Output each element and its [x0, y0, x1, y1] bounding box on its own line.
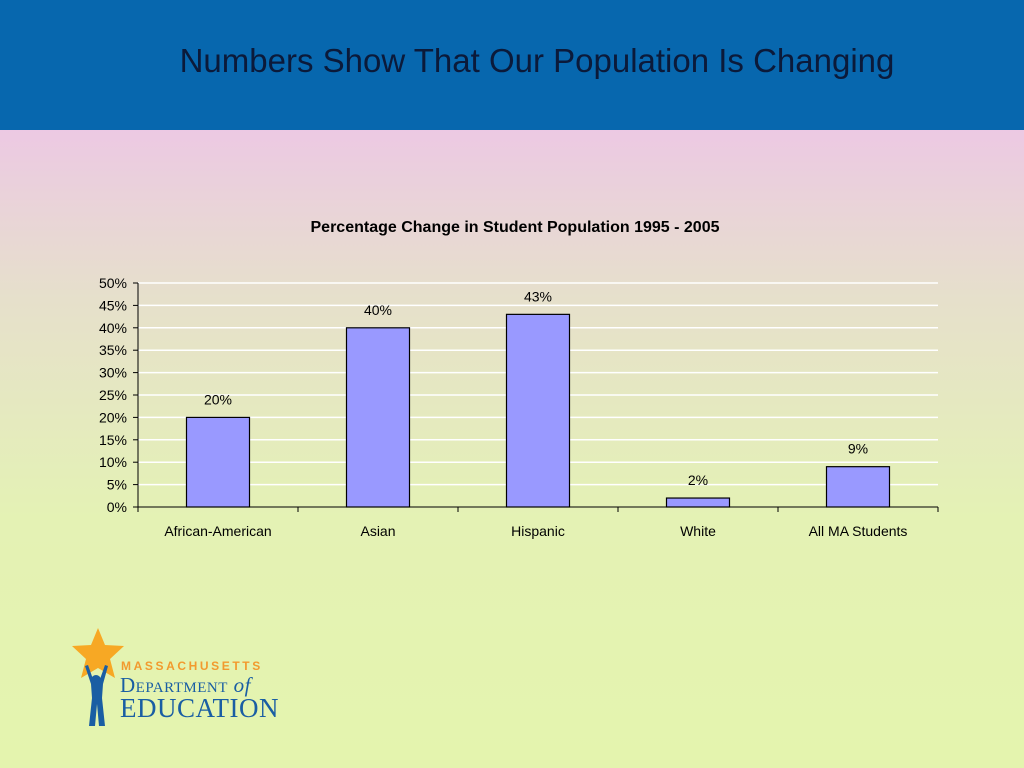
y-tick-label: 25% — [99, 387, 127, 403]
bar — [185, 416, 251, 508]
chart-title: Percentage Change in Student Population … — [310, 219, 720, 236]
x-tick-label: White — [680, 523, 716, 539]
logo-line1: MASSACHUSETTS — [121, 659, 263, 673]
data-label: 20% — [204, 391, 232, 407]
data-label: 40% — [364, 302, 392, 318]
x-tick-label: African-American — [164, 523, 271, 539]
logo-line2: Department of — [120, 673, 251, 697]
x-tick-label: Hispanic — [511, 523, 565, 539]
bar — [665, 497, 731, 508]
y-tick-label: 30% — [99, 365, 127, 381]
slide-header — [0, 0, 1024, 130]
y-tick-label: 45% — [99, 297, 127, 313]
bar — [345, 327, 411, 508]
y-tick-label: 5% — [107, 477, 127, 493]
bar — [825, 466, 891, 508]
y-tick-label: 35% — [99, 342, 127, 358]
y-tick-label: 40% — [99, 320, 127, 336]
slide-title: Numbers Show That Our Population Is Chan… — [179, 42, 895, 79]
logo-figure-body — [85, 665, 108, 726]
y-tick-label: 20% — [99, 409, 127, 425]
logo-star-icon — [72, 628, 124, 678]
x-tick-label: Asian — [360, 523, 395, 539]
logo-line3: EDUCATION — [120, 693, 279, 723]
data-label: 43% — [524, 288, 552, 304]
bar — [505, 313, 571, 508]
x-tick-label: All MA Students — [809, 523, 908, 539]
data-label: 9% — [848, 441, 868, 457]
y-tick-label: 15% — [99, 432, 127, 448]
logo-mark — [72, 628, 124, 726]
y-tick-label: 50% — [99, 275, 127, 291]
y-tick-label: 0% — [107, 499, 127, 515]
data-label: 2% — [688, 472, 708, 488]
y-tick-label: 10% — [99, 454, 127, 470]
